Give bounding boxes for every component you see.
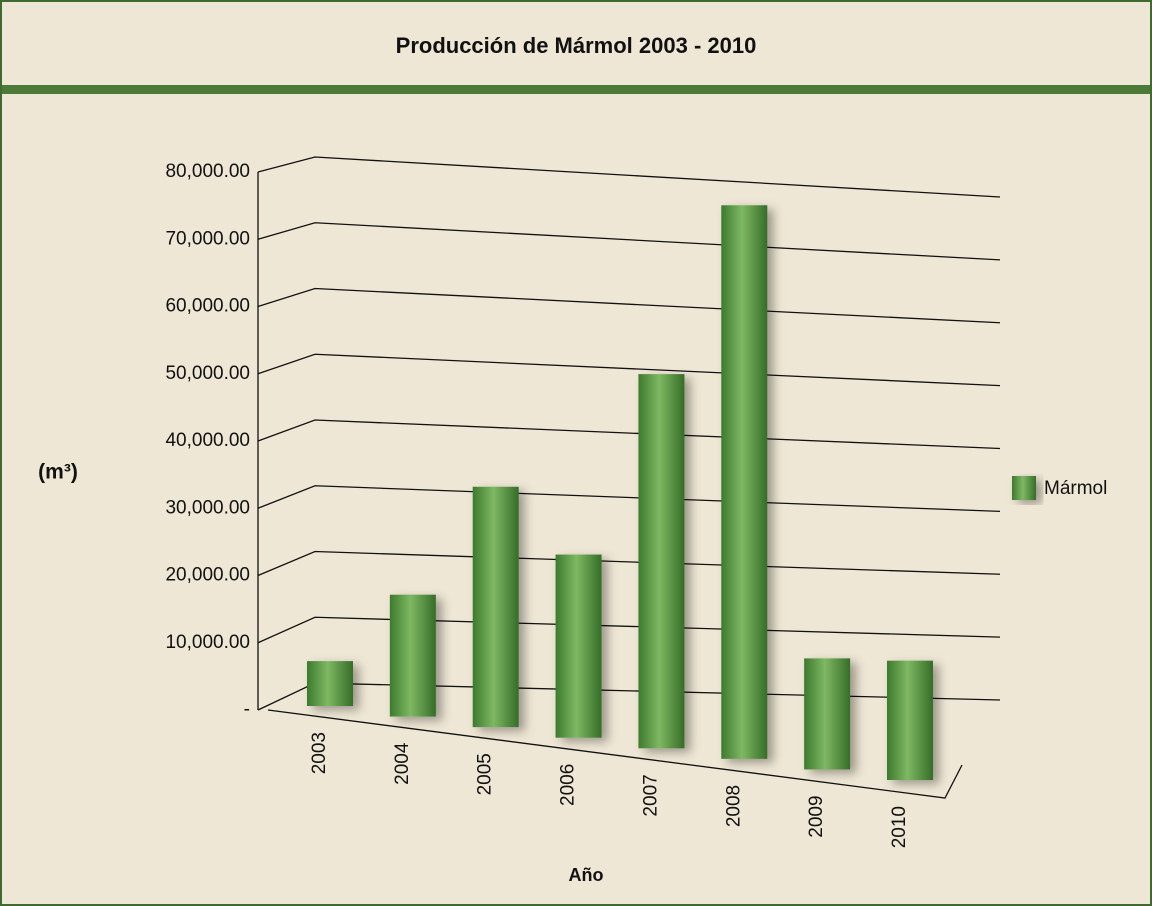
y-tick-label: 50,000.00 xyxy=(165,363,250,384)
grid-line xyxy=(257,550,1001,577)
grid-line xyxy=(257,616,1001,644)
title-bar xyxy=(2,85,1150,94)
x-tick-label: 2006 xyxy=(558,764,579,806)
y-axis-label: (m³) xyxy=(38,461,78,484)
bar xyxy=(472,486,519,728)
x-tick-label: 2010 xyxy=(889,806,910,848)
x-tick-label: 2009 xyxy=(806,795,827,837)
y-tick-label: - xyxy=(244,699,250,720)
y-tick-label: 80,000.00 xyxy=(165,161,250,182)
floor-edge xyxy=(267,709,963,799)
bar xyxy=(389,594,436,717)
bar xyxy=(721,205,768,759)
x-axis-label: Año xyxy=(569,865,604,885)
x-tick-label: 2004 xyxy=(392,742,413,785)
bars xyxy=(307,205,933,780)
bar xyxy=(887,660,933,780)
bar xyxy=(555,554,602,738)
chart-title: Producción de Mármol 2003 - 2010 xyxy=(396,33,757,58)
x-tick-label: 2008 xyxy=(723,785,744,827)
y-tick-label: 30,000.00 xyxy=(165,497,250,518)
bar xyxy=(638,374,685,749)
x-tick-label: 2003 xyxy=(309,732,330,774)
legend-label: Mármol xyxy=(1044,478,1107,499)
grid-line xyxy=(257,287,1001,324)
y-tick-label: 60,000.00 xyxy=(165,296,250,317)
grid-line xyxy=(257,156,1001,198)
x-tick-label: 2007 xyxy=(640,774,661,816)
x-tick-label: 2005 xyxy=(475,753,496,795)
grid-line xyxy=(257,485,1001,513)
legend-swatch xyxy=(1012,476,1036,500)
y-tick-label: 10,000.00 xyxy=(165,632,250,653)
grid-line xyxy=(257,353,1001,387)
y-tick-label: 40,000.00 xyxy=(165,430,250,451)
y-tick-label: 20,000.00 xyxy=(165,565,250,586)
y-tick-label: 70,000.00 xyxy=(165,228,250,249)
grid-line xyxy=(257,419,1001,450)
bar xyxy=(804,658,851,770)
grid-line xyxy=(257,222,1001,261)
bar xyxy=(307,661,353,706)
